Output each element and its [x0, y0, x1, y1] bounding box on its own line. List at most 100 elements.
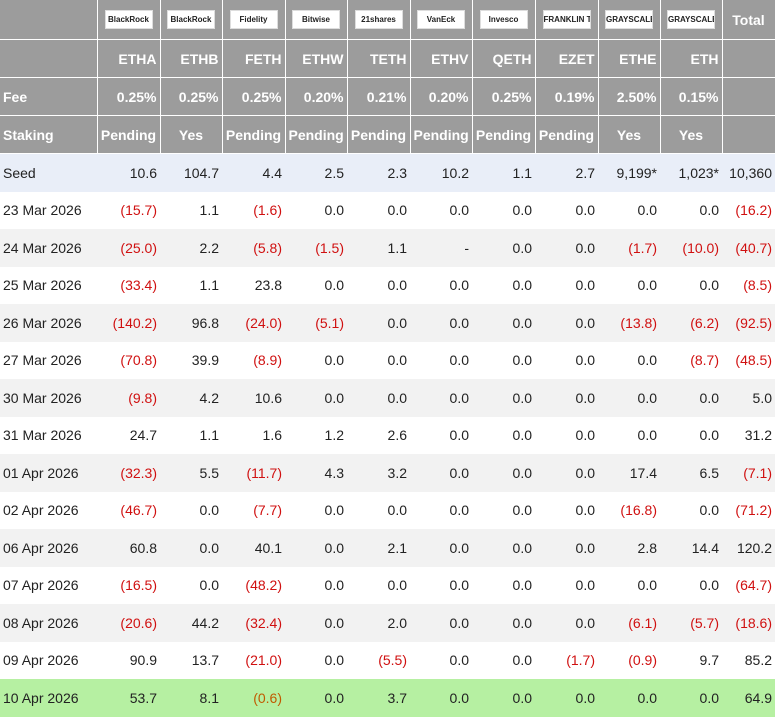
staking-row: Staking Pending Yes Pending Pending Pending Pe…	[0, 115, 775, 154]
data-row: 08 Apr 2026 (20.6) 44.2 (32.4) 0.0 2.0 0.0 0.0 0…	[0, 604, 775, 642]
ticker: ETHE	[598, 39, 661, 78]
flow-value: 0.0	[410, 529, 472, 567]
total-header: Total	[722, 0, 775, 40]
flow-value: 0.0	[410, 454, 472, 492]
ticker: ETHV	[410, 39, 473, 78]
data-row: 31 Mar 2026 24.7 1.1 1.6 1.2 2.6 0.0 0.0 0.0 0.0 0…	[0, 417, 775, 455]
flow-value: 4.3	[285, 454, 347, 492]
ticker: EZET	[535, 39, 599, 78]
flow-value: (1.7)	[566, 652, 595, 669]
flow-value: 0.0	[575, 277, 595, 294]
total-value: 5.0	[722, 379, 775, 417]
flow-value: 0.0	[285, 379, 347, 417]
issuer-logo: BlackRock	[167, 10, 215, 29]
total-value: (40.7)	[722, 229, 775, 267]
fee: 0.15%	[660, 77, 723, 116]
flow-value: (9.8)	[97, 379, 160, 417]
flow-value: (5.5)	[378, 652, 407, 669]
flow-value: (140.2)	[97, 304, 160, 342]
total-value: (71.2)	[735, 502, 772, 519]
flow-value: 0.0	[535, 454, 598, 492]
flow-value: 0.0	[699, 427, 719, 444]
flow-value: 10.2	[410, 153, 472, 192]
fee: 0.20%	[410, 77, 473, 116]
flow-value: (33.4)	[120, 277, 157, 294]
flow-value: 60.8	[97, 529, 160, 567]
flow-value: 0.0	[598, 679, 660, 717]
issuer-logo: 21shares	[354, 10, 403, 29]
flow-value: 4.2	[160, 379, 222, 417]
row-label: Staking	[0, 115, 98, 154]
row-label: Fee	[0, 77, 98, 116]
flow-value: 0.0	[575, 577, 595, 594]
logo-cell: Bitwise	[285, 0, 348, 40]
flow-value: 0.0	[598, 379, 660, 417]
data-row: 30 Mar 2026 (9.8) 4.2 10.6 0.0 0.0 0.0 0.0 0.0 0.…	[0, 379, 775, 417]
data-row: 01 Apr 2026 (32.3) 5.5 (11.7) 4.3 3.2 0.0 0.0 0.…	[0, 454, 775, 492]
flow-value: 0.0	[449, 277, 469, 294]
flow-value: 0.0	[410, 379, 472, 417]
issuer-logo: Bitwise	[292, 10, 340, 29]
flow-value: 10.6	[97, 153, 160, 192]
blank-cell	[722, 115, 775, 154]
data-row: 24 Mar 2026 (25.0) 2.2 (5.8) (1.5) 1.1-0.0 0.0…	[0, 229, 775, 267]
flow-value: 0.0	[472, 529, 535, 567]
flow-value: (5.1)	[285, 304, 347, 342]
flow-value: 0.0	[324, 502, 344, 519]
flow-value: 0.0	[637, 577, 657, 594]
flow-value: (16.5)	[120, 577, 157, 594]
flow-value: 6.5	[660, 454, 722, 492]
flow-value: 0.0	[199, 577, 219, 594]
flow-value: (15.7)	[120, 202, 157, 219]
ticker: ETHB	[160, 39, 223, 78]
staking: Pending	[410, 115, 473, 154]
flow-value: 0.0	[512, 577, 532, 594]
logo-cell: VanEck	[410, 0, 473, 40]
total-value: 64.9	[722, 679, 775, 717]
fee: 0.25%	[160, 77, 223, 116]
staking: Pending	[535, 115, 599, 154]
flow-value: 0.0	[637, 427, 657, 444]
flow-value: (5.7)	[660, 604, 722, 642]
data-row: 07 Apr 2026 (16.5) 0.0 (48.2) 0.0 0.0 0.0 0.0 0.…	[0, 567, 775, 605]
data-row: 09 Apr 2026 90.9 13.7 (21.0) 0.0 (5.5) 0.0 0.0 (…	[0, 642, 775, 680]
flow-value: 0.0	[512, 502, 532, 519]
flow-value: (16.8)	[620, 502, 657, 519]
flow-value: 0.0	[637, 277, 657, 294]
date: 31 Mar 2026	[3, 427, 82, 444]
flow-value: 0.0	[660, 679, 722, 717]
fee: 0.25%	[97, 77, 161, 116]
blank-cell	[722, 39, 775, 78]
issuer-logo: Fidelity	[229, 10, 278, 29]
flow-value: -	[410, 229, 472, 267]
flow-value: (5.8)	[222, 229, 285, 267]
flow-value: (32.4)	[222, 604, 285, 642]
total-value: (48.5)	[735, 352, 772, 369]
total-value: (18.6)	[722, 604, 775, 642]
flow-value: 0.0	[535, 304, 598, 342]
blank-cell	[722, 77, 775, 116]
flow-value: 0.0	[324, 652, 344, 669]
flow-value: 0.0	[512, 352, 532, 369]
flow-value: 96.8	[160, 304, 222, 342]
flow-value: 90.9	[129, 652, 157, 669]
date: 02 Apr 2026	[3, 502, 79, 519]
flow-value: 2.6	[387, 427, 407, 444]
flow-value: 1.1	[199, 427, 219, 444]
flow-value: 0.0	[699, 202, 719, 219]
flow-value: 0.0	[512, 652, 532, 669]
logo-cell: BlackRock	[160, 0, 223, 40]
flow-value: 2.3	[347, 153, 410, 192]
flow-value: (20.6)	[97, 604, 160, 642]
flow-value: 0.0	[699, 577, 719, 594]
flow-value: 0.0	[387, 277, 407, 294]
flow-value: 0.0	[410, 304, 472, 342]
flow-value: (24.0)	[222, 304, 285, 342]
date: 01 Apr 2026	[0, 454, 97, 492]
ticker: QETH	[472, 39, 536, 78]
flow-value: 0.0	[699, 502, 719, 519]
flow-value: 0.0	[535, 229, 598, 267]
flow-value: 0.0	[387, 352, 407, 369]
